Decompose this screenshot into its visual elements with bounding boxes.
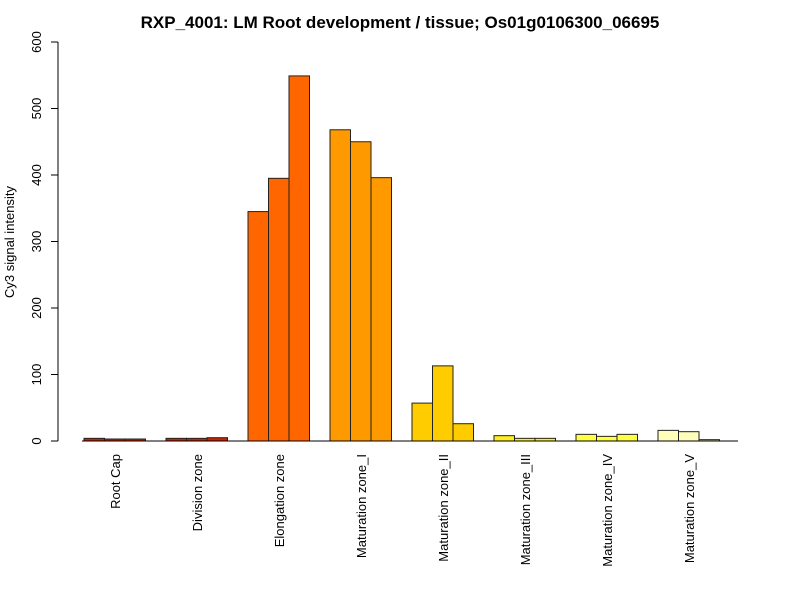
bar-6-0 [575,433,597,442]
y-tick-label: 400 [29,164,44,186]
bar-3-2 [370,177,392,442]
bar-7-0 [657,429,679,442]
x-tick-label: Maturation zone_I [354,454,369,558]
y-tick-label: 300 [29,231,44,253]
x-tick-label: Elongation zone [272,454,287,547]
y-tick-label: 500 [29,98,44,120]
bar-6-1 [596,435,618,442]
bar-3-0 [329,129,351,442]
x-axis: Root Cap Division zone Elongation zone Matu… [108,454,697,567]
bar-4-0 [411,402,433,442]
x-tick-label: Maturation zone_V [682,454,697,563]
x-tick-label: Maturation zone_III [518,454,533,565]
y-axis: 0 100 200 300 400 500 600 [29,31,59,445]
x-tick-label: Root Cap [108,454,123,509]
bar-4-1 [432,365,454,442]
bar-4-2 [452,423,474,442]
bar-5-0 [493,435,515,442]
bar-2-2 [288,75,310,442]
y-tick-label: 200 [29,297,44,319]
y-tick-label: 600 [29,31,44,53]
chart-title: RXP_4001: LM Root development / tissue; … [141,13,660,32]
x-tick-label: Division zone [190,454,205,531]
bar-2-1 [268,177,290,442]
bar-6-2 [616,433,638,442]
x-tick-label: Maturation zone_II [436,454,451,562]
y-tick-label: 0 [29,437,44,444]
bar-2-0 [247,211,269,442]
bar-7-1 [678,431,700,442]
y-tick-label: 100 [29,364,44,386]
bar-3-1 [350,141,372,442]
bars [83,75,720,442]
y-axis-label: Cy3 signal intensity [2,186,17,298]
x-tick-label: Maturation zone_IV [600,454,615,567]
